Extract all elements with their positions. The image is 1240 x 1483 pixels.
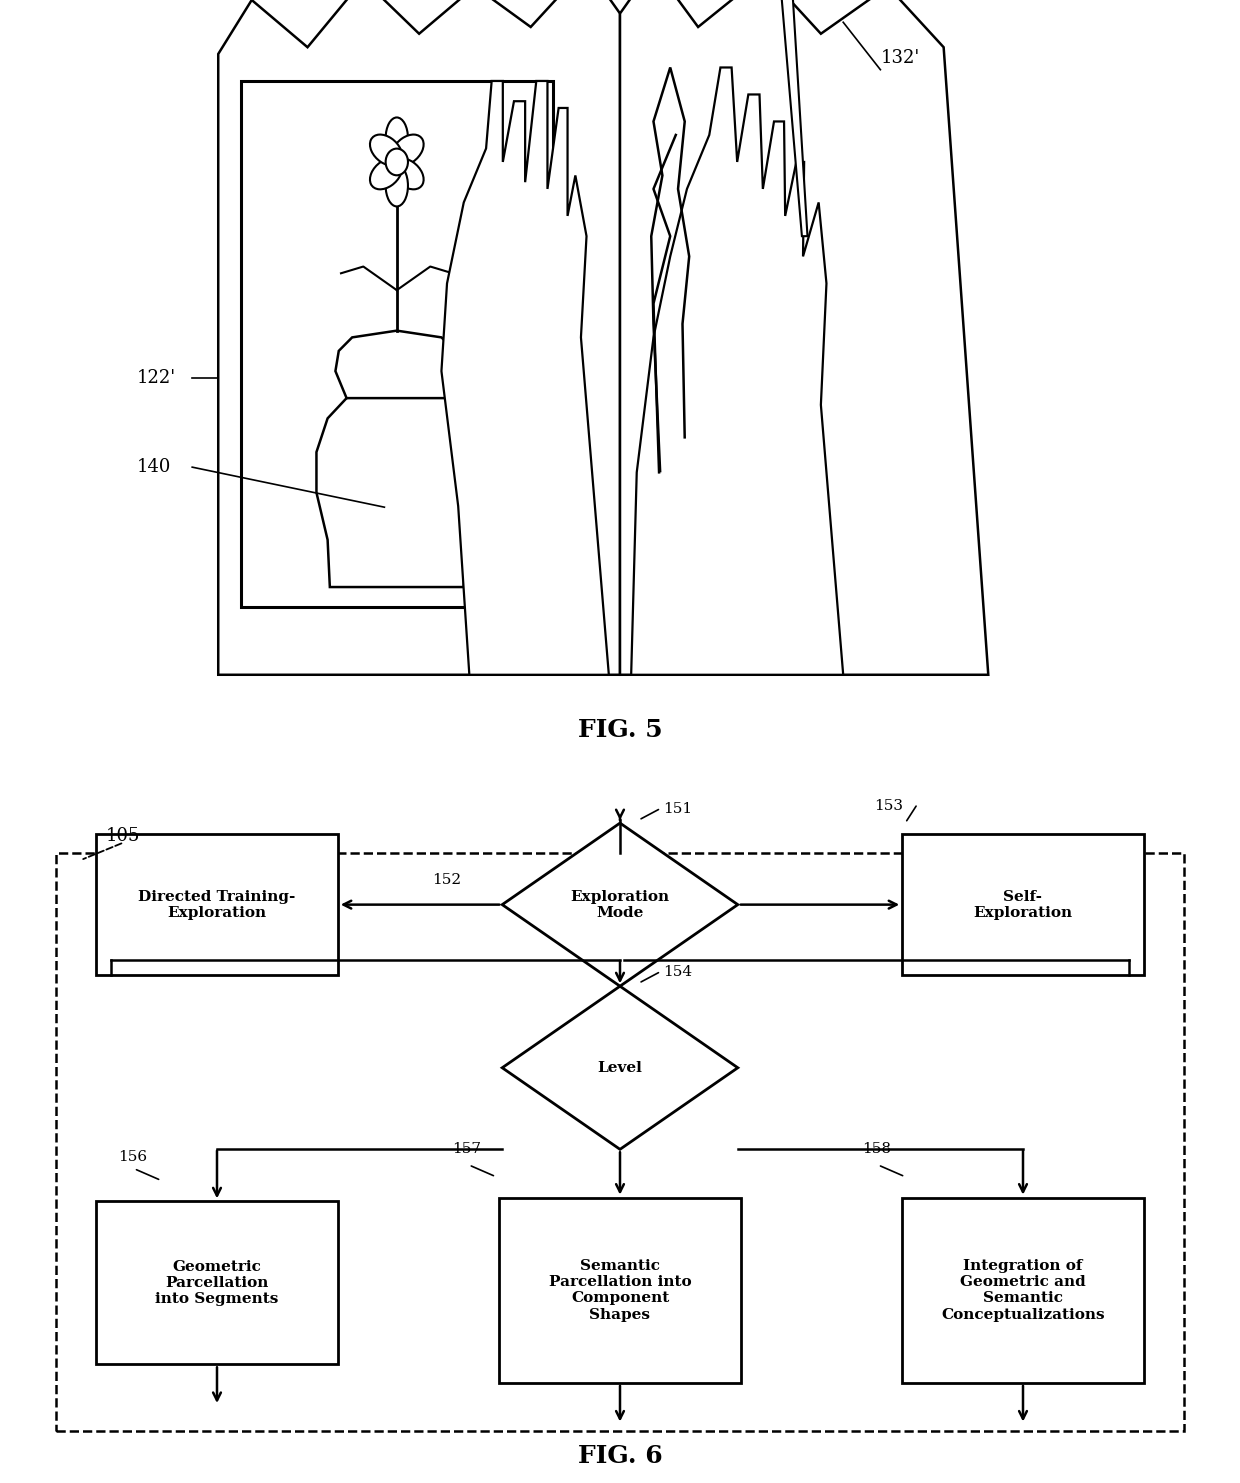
Text: 157: 157 [453,1142,481,1157]
Polygon shape [218,0,620,675]
Ellipse shape [370,159,402,190]
Polygon shape [441,82,609,675]
Bar [241,82,553,608]
Text: Exploration
Mode: Exploration Mode [570,890,670,919]
Text: 154: 154 [663,965,692,979]
Circle shape [386,148,408,175]
Text: 152: 152 [432,873,461,887]
Text: 158: 158 [862,1142,890,1157]
Text: Self-
Exploration: Self- Exploration [973,890,1073,919]
Text: Level: Level [598,1060,642,1075]
Polygon shape [620,0,988,675]
Polygon shape [502,823,738,986]
Ellipse shape [392,159,424,190]
Text: Integration of
Geometric and
Semantic
Conceptualizations: Integration of Geometric and Semantic Co… [941,1259,1105,1321]
Text: Geometric
Parcellation
into Segments: Geometric Parcellation into Segments [155,1259,279,1307]
Text: 132': 132' [880,49,920,67]
Text: 156: 156 [118,1151,146,1164]
Ellipse shape [386,165,408,206]
Text: 151: 151 [663,802,692,816]
Ellipse shape [386,117,408,159]
Polygon shape [335,331,459,397]
Ellipse shape [370,135,402,166]
Bar [901,1198,1143,1382]
Text: Semantic
Parcellation into
Component
Shapes: Semantic Parcellation into Component Sha… [548,1259,692,1321]
Bar [901,833,1143,976]
Ellipse shape [392,135,424,166]
Polygon shape [631,67,843,675]
Bar [95,1201,337,1364]
Bar [56,853,1184,1431]
Text: FIG. 6: FIG. 6 [578,1444,662,1468]
Bar [498,1198,740,1382]
Polygon shape [782,0,807,236]
Bar [0,0,1240,675]
Polygon shape [316,384,477,587]
Text: 140: 140 [136,458,171,476]
Text: 122': 122' [136,369,176,387]
Polygon shape [502,986,738,1149]
Text: 153: 153 [874,799,903,813]
Text: Directed Training-
Exploration: Directed Training- Exploration [139,890,295,919]
Text: 105: 105 [105,828,140,845]
Bar [95,833,337,976]
Text: FIG. 5: FIG. 5 [578,718,662,742]
